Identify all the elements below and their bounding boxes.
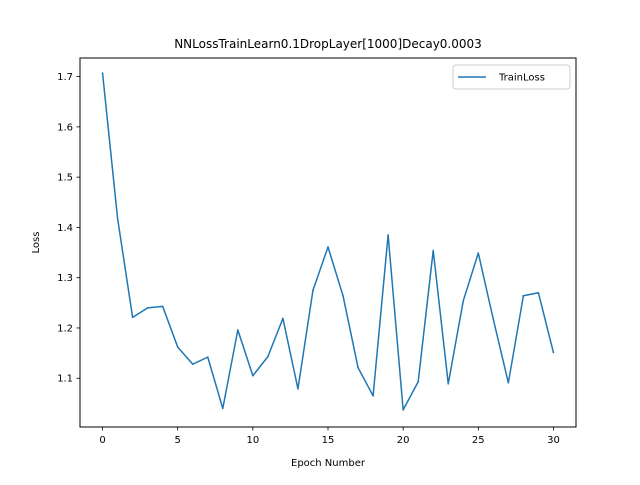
y-axis-label: Loss (31, 232, 42, 254)
data-point (116, 217, 119, 220)
data-point (161, 305, 164, 308)
data-point (252, 374, 254, 377)
data-point (206, 356, 209, 358)
legend-box (452, 64, 571, 90)
data-point (477, 252, 480, 254)
data-point (372, 395, 374, 397)
data-point (402, 409, 404, 411)
data-point (342, 294, 344, 297)
data-point (552, 351, 555, 354)
x-tick-label: 0 (99, 435, 105, 446)
x-tick-label: 15 (322, 435, 335, 446)
data-point (191, 363, 194, 365)
y-tick-label: 1.6 (57, 122, 73, 133)
y-tick-label: 1.2 (57, 323, 73, 334)
data-point (312, 289, 314, 292)
data-point (357, 366, 359, 369)
x-axis-ticks: 0 5 10 15 20 25 30 (99, 427, 560, 446)
data-point (146, 307, 149, 309)
data-point (507, 381, 510, 384)
y-tick-label: 1.4 (57, 223, 73, 234)
y-tick-label: 1.7 (57, 72, 73, 83)
legend-label: TrainLoss (498, 73, 545, 84)
data-point (327, 246, 329, 248)
data-point (237, 329, 239, 331)
data-point (462, 300, 465, 302)
y-tick-label: 1.5 (57, 173, 73, 184)
data-point (131, 316, 134, 319)
data-point (221, 407, 224, 410)
data-point (537, 291, 540, 294)
data-point (447, 382, 450, 385)
x-tick-label: 10 (246, 435, 259, 446)
legend: TrainLoss (452, 64, 571, 90)
plot-area (79, 57, 577, 428)
y-axis-ticks: 1.1 1.2 1.3 1.4 1.5 1.6 1.7 (57, 72, 80, 385)
data-point (176, 346, 179, 348)
data-point (101, 72, 104, 74)
data-point (432, 249, 435, 252)
data-point (267, 355, 269, 358)
y-tick-label: 1.3 (57, 273, 73, 284)
data-point (492, 318, 495, 321)
x-tick-label: 20 (397, 435, 410, 446)
plot-background (80, 58, 576, 427)
data-point (387, 234, 389, 236)
data-point (417, 380, 419, 383)
chart-title: NNLossTrainLearn0.1DropLayer[1000]Decay0… (174, 37, 482, 51)
x-tick-label: 25 (472, 435, 485, 446)
data-point (297, 387, 299, 390)
x-tick-label: 5 (175, 435, 181, 446)
x-tick-label: 30 (547, 435, 560, 446)
data-point (522, 294, 525, 297)
x-axis-label: Epoch Number (291, 458, 366, 469)
y-tick-label: 1.1 (57, 374, 73, 385)
data-point (282, 317, 284, 320)
